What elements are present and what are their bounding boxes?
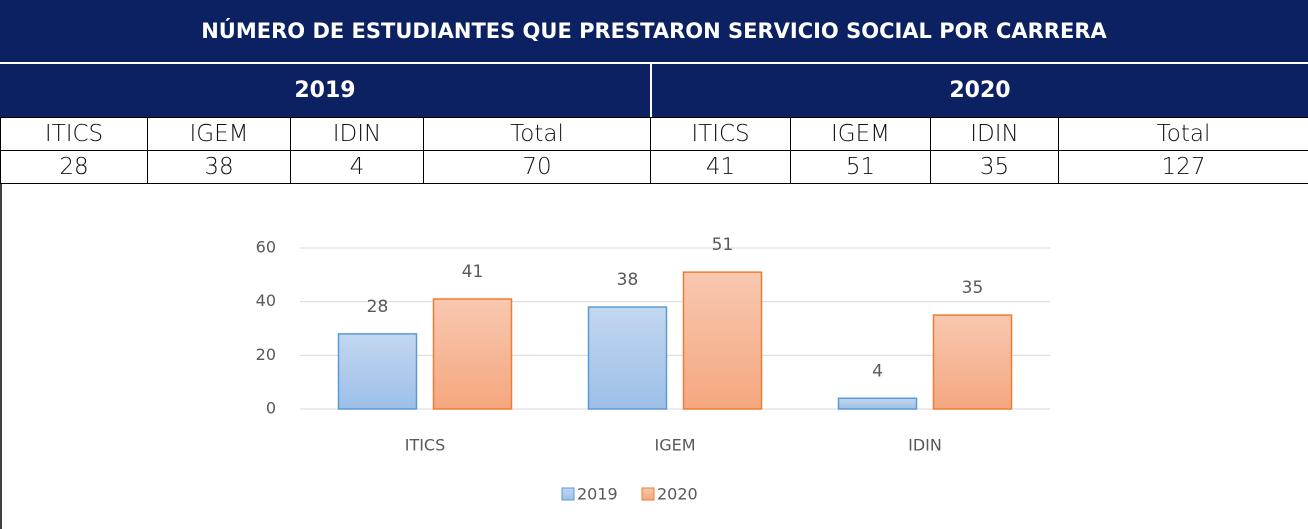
bar bbox=[337, 333, 418, 410]
table-value: 127 bbox=[1058, 150, 1308, 184]
year-header: 2020 bbox=[650, 64, 1308, 117]
data-label: 35 bbox=[962, 278, 984, 298]
table-value: 41 bbox=[650, 150, 791, 184]
column-header: ITICS bbox=[650, 117, 791, 151]
table-value: 51 bbox=[790, 150, 931, 184]
data-label: 51 bbox=[712, 235, 734, 255]
legend-label: 2019 bbox=[577, 485, 618, 504]
legend-label: 2020 bbox=[657, 485, 698, 504]
column-header: IDIN bbox=[290, 117, 424, 151]
table-value: 4 bbox=[290, 150, 424, 184]
x-tick-label: ITICS bbox=[405, 436, 446, 455]
data-label: 38 bbox=[617, 270, 639, 290]
column-header: Total bbox=[1058, 117, 1308, 151]
year-header: 2019 bbox=[0, 64, 650, 117]
chart: 0 20 40 60 ITICS 28 41 IGEM 38 51 IDIN 4 35 2019 2020 bbox=[0, 183, 1050, 529]
column-header: IGEM bbox=[790, 117, 931, 151]
table-value: 70 bbox=[423, 150, 651, 184]
y-tick-label: 20 bbox=[256, 345, 276, 364]
x-tick-label: IDIN bbox=[908, 436, 942, 455]
column-header: IGEM bbox=[147, 117, 291, 151]
data-label: 28 bbox=[367, 297, 389, 317]
bar bbox=[682, 271, 763, 410]
table-value: 38 bbox=[147, 150, 291, 184]
bar bbox=[932, 314, 1013, 410]
y-tick-label: 40 bbox=[256, 291, 276, 310]
data-label: 4 bbox=[872, 361, 883, 381]
bar bbox=[587, 306, 668, 410]
x-tick-label: IGEM bbox=[654, 436, 695, 455]
bar bbox=[837, 397, 918, 410]
table-value: 28 bbox=[0, 150, 148, 184]
legend-swatch bbox=[641, 487, 655, 501]
table-value: 35 bbox=[930, 150, 1059, 184]
column-header: IDIN bbox=[930, 117, 1059, 151]
column-header: ITICS bbox=[0, 117, 148, 151]
legend-swatch bbox=[561, 487, 575, 501]
data-label: 41 bbox=[462, 262, 484, 282]
table-title: NÚMERO DE ESTUDIANTES QUE PRESTARON SERV… bbox=[0, 0, 1308, 64]
y-tick-label: 60 bbox=[256, 238, 276, 257]
bar bbox=[432, 298, 513, 410]
column-header: Total bbox=[423, 117, 651, 151]
y-tick-label: 0 bbox=[266, 399, 276, 418]
